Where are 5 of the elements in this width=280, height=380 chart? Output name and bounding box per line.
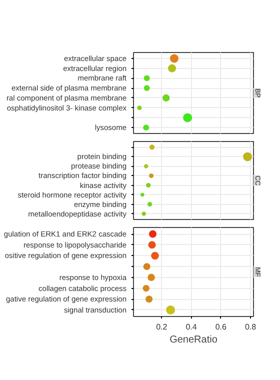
x-axis-title: GeneRatio — [170, 334, 218, 346]
x-tick-label: 0.4 — [186, 322, 198, 332]
x-tick-label: 0.6 — [215, 322, 228, 332]
x-tick-label: 0.8 — [244, 322, 257, 332]
x-tick-label: 0.2 — [156, 322, 168, 332]
